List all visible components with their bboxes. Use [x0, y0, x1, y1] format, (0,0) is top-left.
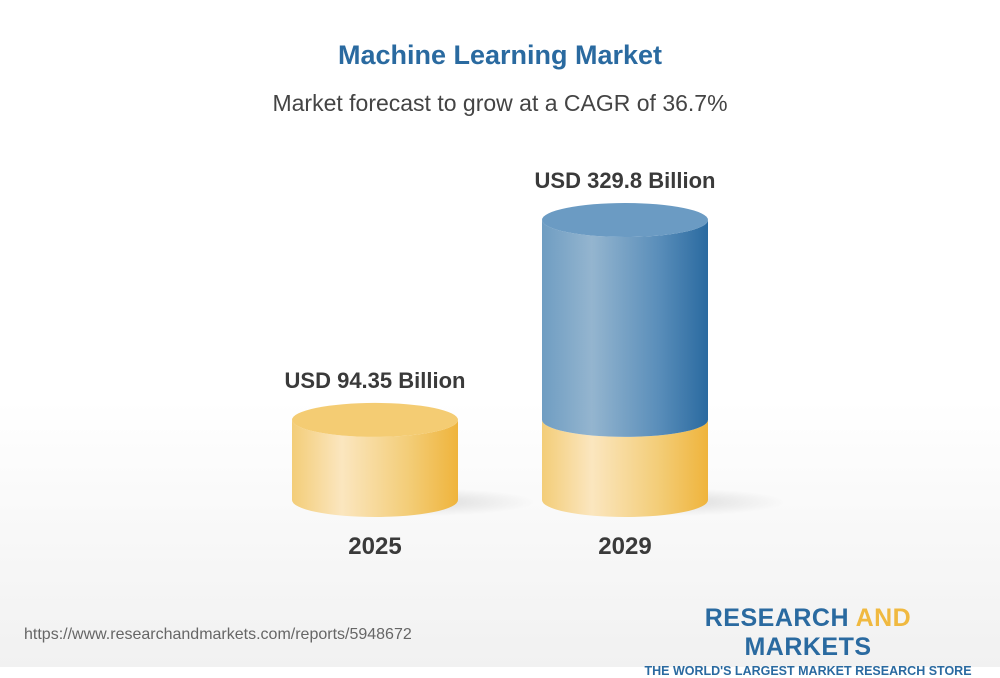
- logo-word-and: AND: [855, 604, 912, 632]
- source-url[interactable]: https://www.researchandmarkets.com/repor…: [24, 626, 412, 643]
- category-label: 2029: [598, 533, 651, 560]
- cylinder-base-segment-2029: [542, 419, 708, 517]
- chart-subtitle: Market forecast to grow at a CAGR of 36.…: [272, 90, 728, 116]
- logo-tagline: THE WORLD'S LARGEST MARKET RESEARCH STOR…: [644, 664, 972, 678]
- cylinder-growth-segment-2029: [542, 220, 708, 437]
- category-label: 2025: [348, 533, 401, 560]
- cylinder-chart: USD 94.35 Billion 2025 USD 329.8 Billion 20…: [285, 168, 785, 560]
- cylinder-top: [542, 203, 708, 237]
- logo-word-research: RESEARCH: [704, 604, 856, 632]
- cylinder-top: [292, 402, 458, 437]
- logo-word-markets: MARKETS: [744, 633, 872, 661]
- cylinder-bar-2025: [292, 419, 458, 517]
- data-label: USD 94.35 Billion: [285, 368, 466, 393]
- data-label: USD 329.8 Billion: [535, 168, 716, 193]
- chart-title: Machine Learning Market: [337, 40, 663, 70]
